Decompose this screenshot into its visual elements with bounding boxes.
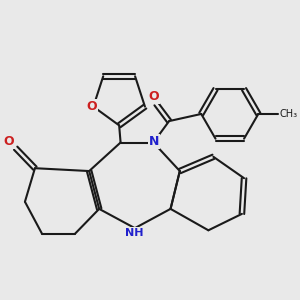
Text: O: O — [3, 135, 14, 148]
Text: O: O — [87, 100, 97, 113]
Text: CH₃: CH₃ — [279, 109, 297, 119]
Text: O: O — [148, 90, 159, 103]
Text: N: N — [149, 135, 159, 148]
Text: NH: NH — [125, 228, 143, 238]
